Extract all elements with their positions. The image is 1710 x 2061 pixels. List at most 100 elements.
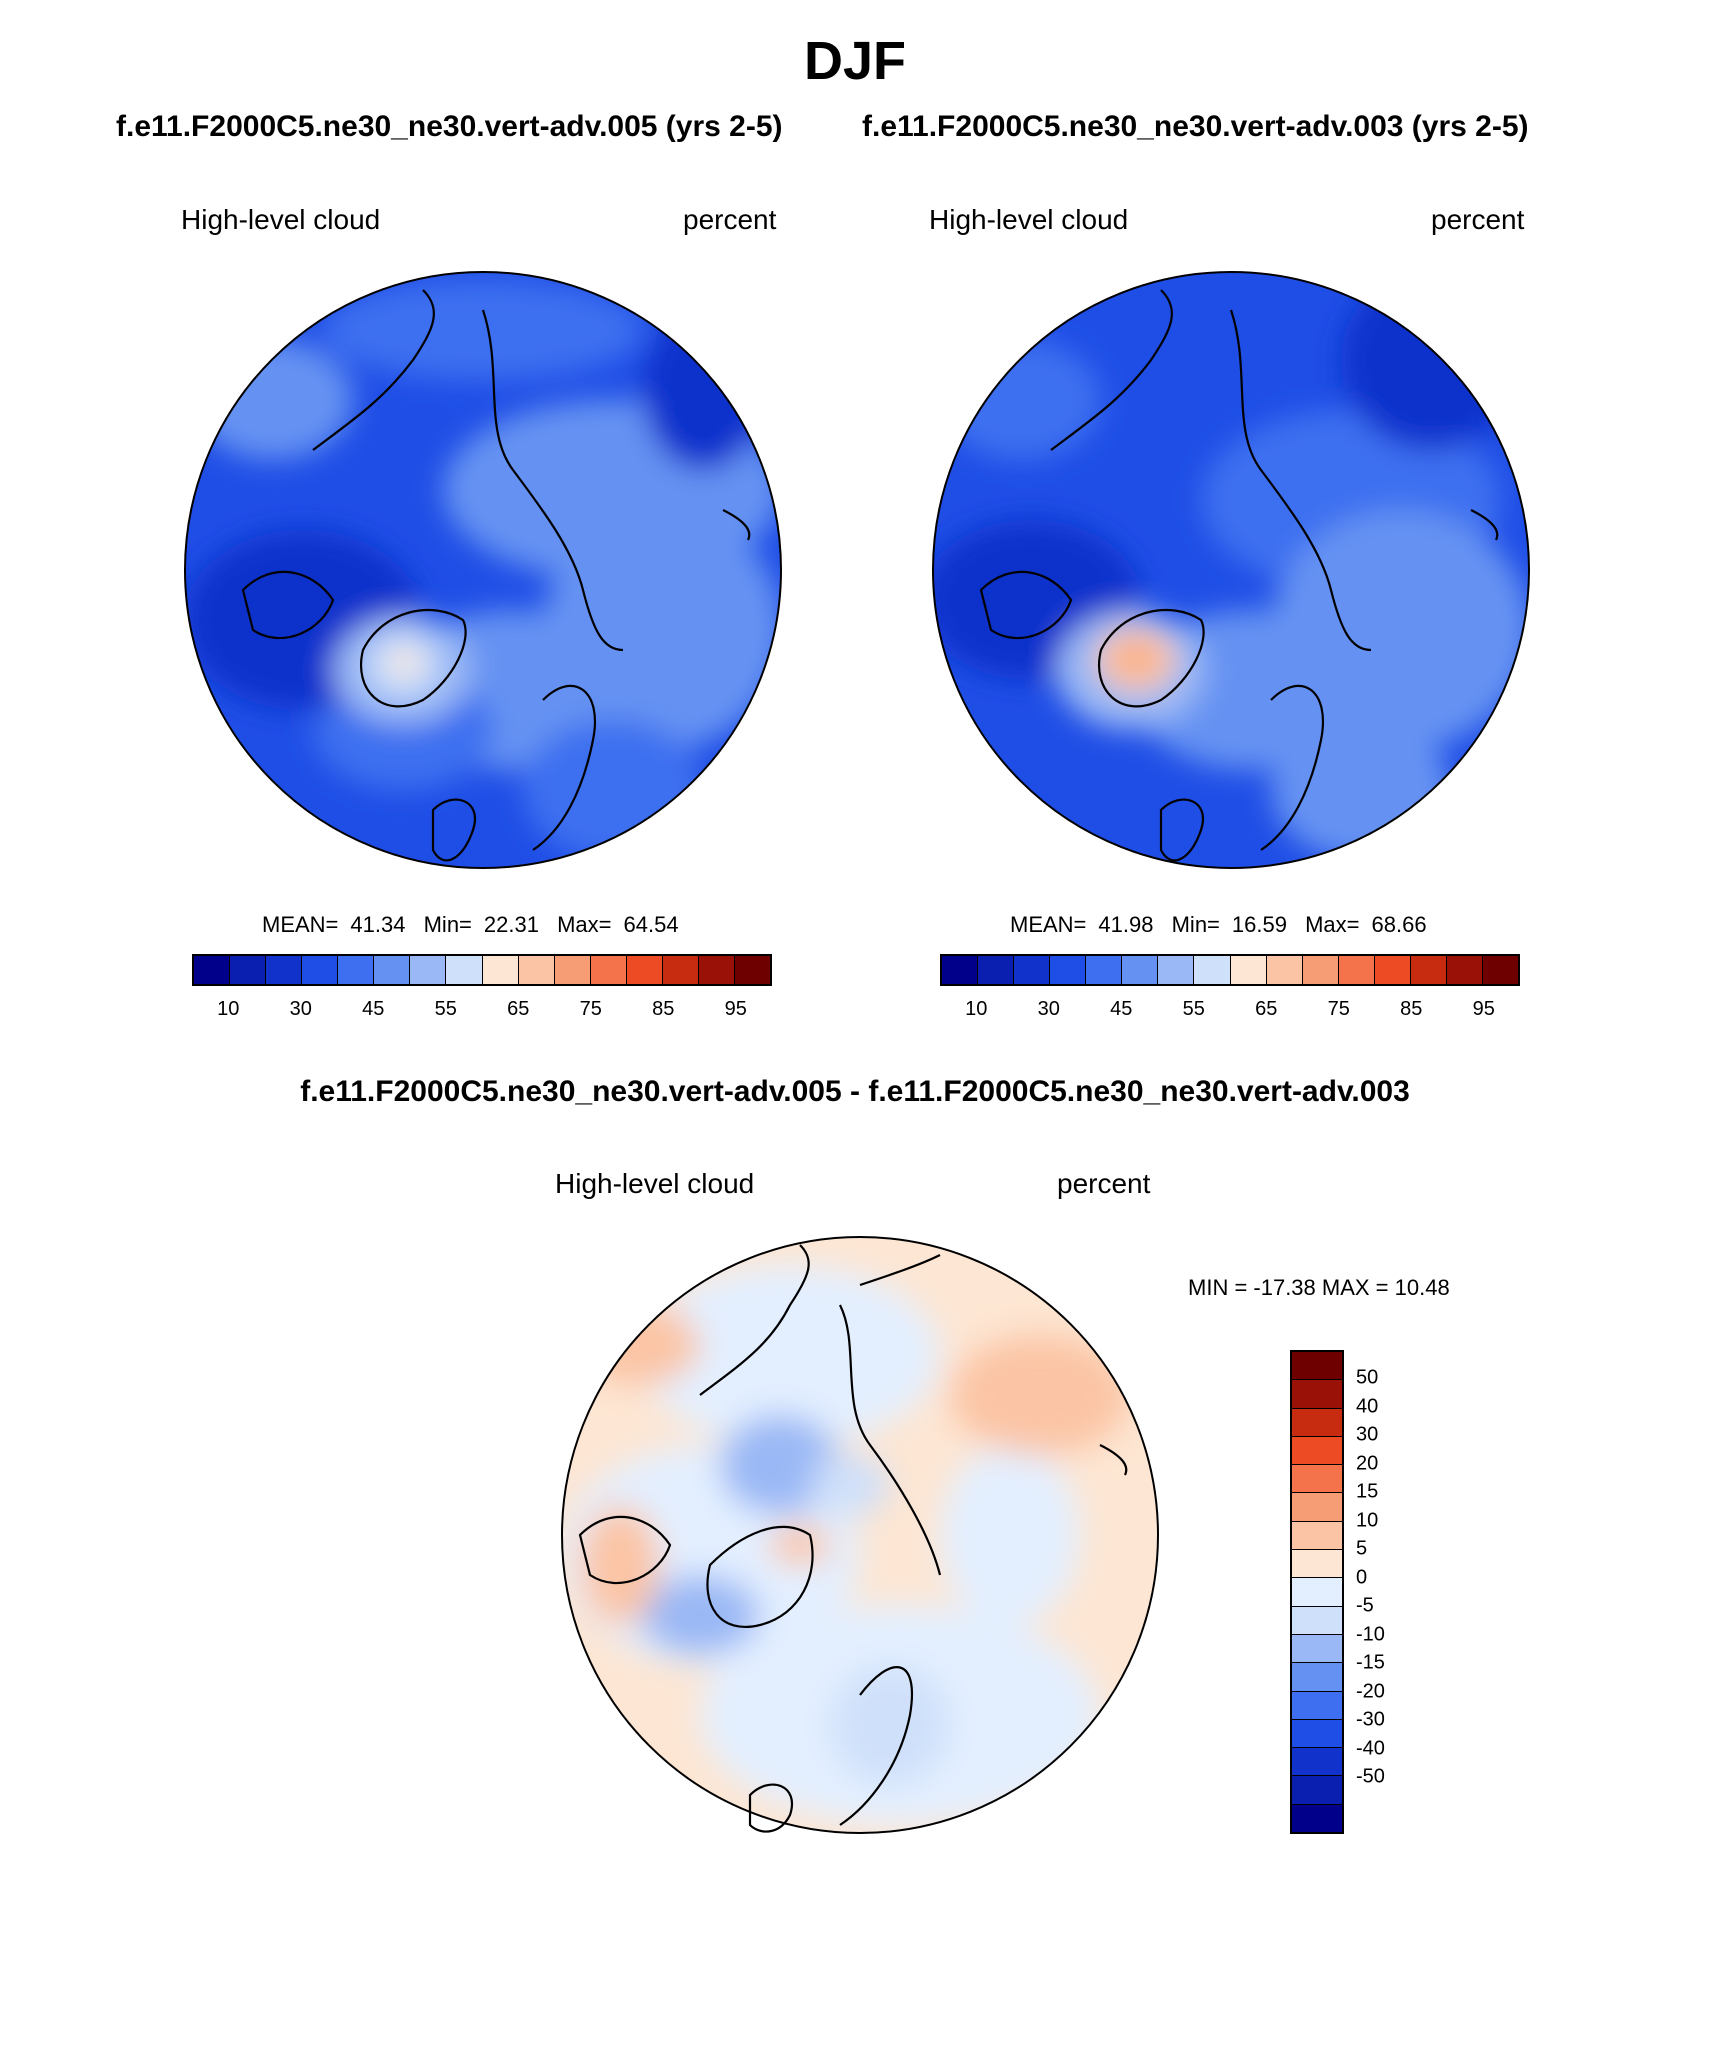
difference-polar-map xyxy=(561,1236,1159,1834)
colorbar-tick-label: 85 xyxy=(1400,998,1423,1020)
colorbar-tick-label: 15 xyxy=(1356,1480,1379,1503)
colorbar-swatch xyxy=(1302,956,1339,984)
colorbar-swatch xyxy=(374,956,411,984)
difference-units-label: percent xyxy=(1057,1168,1151,1199)
colorbar-swatch xyxy=(1292,1776,1342,1805)
colorbar-swatch xyxy=(626,956,663,984)
colorbar-swatch xyxy=(698,956,735,984)
colorbar-swatch xyxy=(1292,1663,1342,1692)
colorbar-tick-label: 55 xyxy=(434,998,457,1020)
difference-title: f.e11.F2000C5.ne30_ne30.vert-adv.005 - f… xyxy=(300,1075,1410,1108)
difference-minmax: MIN = -17.38 MAX = 10.48 xyxy=(1188,1275,1450,1300)
colorbar-swatch xyxy=(230,956,267,984)
colorbar-tick-label: -40 xyxy=(1356,1737,1385,1760)
colorbar-tick-label: 50 xyxy=(1356,1366,1379,1389)
colorbar-swatch xyxy=(1194,956,1231,984)
panel-1-colorbar xyxy=(192,954,772,986)
colorbar-tick-label: -5 xyxy=(1356,1594,1374,1617)
panel-2-stats: MEAN= 41.98 Min= 16.59 Max= 68.66 xyxy=(1010,912,1427,937)
colorbar-swatch xyxy=(662,956,699,984)
colorbar-swatch xyxy=(446,956,483,984)
colorbar-swatch xyxy=(1266,956,1303,984)
panel-1-coastlines xyxy=(241,289,751,862)
colorbar-tick-label: 55 xyxy=(1182,998,1205,1020)
colorbar-swatch xyxy=(1338,956,1375,984)
panel-2-variable-label: High-level cloud xyxy=(929,204,1129,235)
colorbar-swatch xyxy=(1230,956,1267,984)
colorbar-tick-label: 85 xyxy=(652,998,675,1020)
colorbar-swatch xyxy=(266,956,303,984)
colorbar-tick-label: 95 xyxy=(724,998,747,1020)
difference-variable-label: High-level cloud xyxy=(555,1168,755,1199)
panel-2-polar-map xyxy=(932,271,1530,869)
panel-2-case-title: f.e11.F2000C5.ne30_ne30.vert-adv.003 (yr… xyxy=(862,110,1529,143)
colorbar-swatch xyxy=(1050,956,1087,984)
panel-1-colorbar-ticks: 10 30 45 55 65 75 85 95 xyxy=(192,998,772,1024)
colorbar-swatch xyxy=(1292,1436,1342,1466)
colorbar-tick-label: -20 xyxy=(1356,1680,1385,1703)
colorbar-tick-label: 45 xyxy=(362,998,385,1020)
colorbar-swatch xyxy=(302,956,339,984)
colorbar-swatch xyxy=(978,956,1015,984)
colorbar-swatch xyxy=(1292,1578,1342,1607)
colorbar-swatch xyxy=(942,956,979,984)
panel-2-map-border xyxy=(932,271,1530,869)
colorbar-swatch xyxy=(1446,956,1483,984)
colorbar-swatch xyxy=(1292,1493,1342,1522)
colorbar-swatch xyxy=(1292,1521,1342,1551)
panel-1-units-label: percent xyxy=(683,204,777,235)
colorbar-swatch xyxy=(1292,1380,1342,1409)
colorbar-swatch xyxy=(482,956,519,984)
panel-1-stats: MEAN= 41.34 Min= 22.31 Max= 64.54 xyxy=(262,912,679,937)
panel-1-map-border xyxy=(184,271,782,869)
difference-colorbar-ticks: 50 40 30 20 15 10 5 0 -5 -10 -15 -20 -30 -40 -50 xyxy=(1356,1350,1416,1834)
colorbar-tick-label: 65 xyxy=(1255,998,1278,1020)
colorbar-swatch xyxy=(1292,1804,1342,1833)
colorbar-swatch xyxy=(518,956,555,984)
colorbar-swatch xyxy=(1410,956,1447,984)
panel-1-case-title: f.e11.F2000C5.ne30_ne30.vert-adv.005 (yr… xyxy=(116,110,783,143)
panel-2-max: 68.66 xyxy=(1371,912,1427,937)
panel-1-mean: 41.34 xyxy=(350,912,406,937)
difference-coastlines xyxy=(578,1244,1128,1833)
colorbar-tick-label: 45 xyxy=(1110,998,1133,1020)
colorbar-swatch xyxy=(1292,1634,1342,1664)
colorbar-tick-label: 20 xyxy=(1356,1452,1379,1475)
figure-title: DJF xyxy=(803,31,906,91)
colorbar-tick-label: 30 xyxy=(289,998,312,1020)
colorbar-swatch xyxy=(1014,956,1051,984)
colorbar-swatch xyxy=(1292,1748,1342,1777)
colorbar-tick-label: -50 xyxy=(1356,1765,1385,1788)
colorbar-tick-label: 10 xyxy=(965,998,988,1020)
panel-2-mean: 41.98 xyxy=(1098,912,1154,937)
colorbar-swatch xyxy=(1292,1606,1342,1635)
panel-2-coastlines xyxy=(979,289,1499,862)
colorbar-swatch xyxy=(1374,956,1411,984)
panel-2-colorbar xyxy=(940,954,1520,986)
colorbar-tick-label: 30 xyxy=(1356,1423,1379,1446)
colorbar-swatch xyxy=(1482,956,1518,984)
colorbar-tick-label: 40 xyxy=(1356,1395,1379,1418)
colorbar-tick-label: -10 xyxy=(1356,1623,1385,1646)
panel-2-units-label: percent xyxy=(1431,204,1525,235)
colorbar-swatch xyxy=(338,956,375,984)
colorbar-tick-label: 0 xyxy=(1356,1566,1368,1589)
colorbar-tick-label: 95 xyxy=(1472,998,1495,1020)
colorbar-swatch xyxy=(194,956,231,984)
colorbar-swatch xyxy=(1122,956,1159,984)
colorbar-swatch xyxy=(1086,956,1123,984)
panel-1-min: 22.31 xyxy=(483,912,539,937)
colorbar-tick-label: 75 xyxy=(579,998,602,1020)
colorbar-swatch xyxy=(1292,1352,1342,1381)
difference-colorbar xyxy=(1290,1350,1344,1834)
panel-1-polar-map xyxy=(184,271,782,869)
colorbar-swatch xyxy=(734,956,770,984)
colorbar-tick-label: 10 xyxy=(1356,1509,1379,1532)
colorbar-swatch xyxy=(1292,1550,1342,1579)
panel-2-min: 16.59 xyxy=(1231,912,1287,937)
colorbar-swatch xyxy=(1292,1408,1342,1437)
colorbar-tick-label: 5 xyxy=(1356,1537,1368,1560)
colorbar-tick-label: 30 xyxy=(1037,998,1060,1020)
difference-map-border xyxy=(561,1236,1159,1834)
colorbar-tick-label: 65 xyxy=(507,998,530,1020)
